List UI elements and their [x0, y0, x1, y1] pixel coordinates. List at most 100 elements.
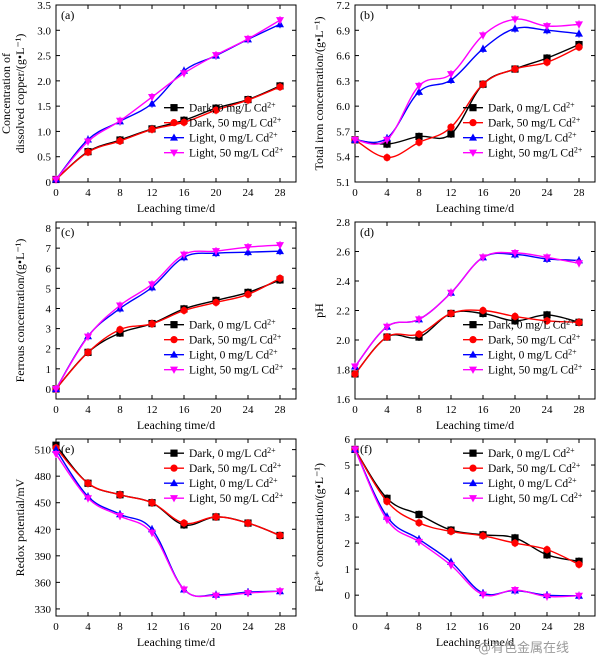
legend-entry: Dark, 50 mg/L Cd2+: [189, 461, 282, 476]
y-tick-label: 1: [345, 564, 351, 576]
legend-marker: [170, 321, 178, 329]
data-point: [415, 138, 423, 146]
data-point: [276, 83, 284, 91]
x-tick-label: 8: [117, 621, 123, 633]
x-tick-label: 0: [53, 187, 59, 199]
panel-label: (b): [360, 8, 374, 22]
data-point: [479, 591, 487, 599]
legend-marker: [170, 478, 178, 487]
legend-entry: Dark, 50 mg/L Cd2+: [189, 115, 282, 130]
data-point: [84, 138, 92, 146]
legend-marker: [170, 104, 178, 112]
x-tick-label: 24: [542, 187, 554, 199]
data-point: [575, 560, 583, 569]
x-tick-label: 4: [85, 404, 91, 416]
plot-frame: [354, 438, 596, 617]
data-point: [244, 96, 252, 104]
legend-entry: Light, 50 mg/L Cd2+: [189, 491, 284, 506]
data-point: [276, 246, 284, 255]
legend-marker: [170, 149, 178, 157]
y-tick-label: 5: [46, 283, 52, 295]
legend-entry: Dark, 50 mg/L Cd2+: [488, 461, 581, 476]
y-axis-label: dissolved copper/(g•L⁻¹): [13, 34, 27, 154]
data-point: [180, 251, 188, 259]
data-point: [276, 274, 284, 282]
legend-entry: Dark, 0 mg/L Cd2+: [488, 100, 575, 115]
data-point: [383, 516, 391, 524]
data-point: [52, 451, 60, 459]
data-point: [479, 532, 487, 540]
y-tick-label: 1.0: [37, 126, 51, 138]
y-axis-label: Total iron concentration/(g•L⁻¹): [312, 17, 326, 171]
series-line: [55, 244, 281, 390]
legend-entry: Light, 0 mg/L Cd2+: [488, 130, 577, 145]
data-point: [543, 546, 551, 554]
x-tick-label: 28: [574, 187, 586, 199]
data-point: [276, 588, 284, 596]
data-point: [415, 330, 423, 338]
panel-label: (e): [61, 442, 74, 456]
legend-entry: Light, 50 mg/L Cd2+: [189, 145, 284, 160]
data-point: [543, 593, 551, 601]
data-point: [148, 99, 156, 107]
y-tick-label: 2.5: [37, 51, 51, 63]
data-point: [351, 446, 359, 454]
chart-panels: 0 4 8 12 16 20 24 2800.51.01.52.02.53.03.5Leach…: [0, 0, 596, 649]
data-point: [116, 117, 124, 126]
y-tick-label: 3: [345, 512, 351, 524]
x-tick-label: 28: [275, 621, 287, 633]
legend-marker: [469, 336, 477, 344]
y-tick-label: 5.1: [336, 177, 350, 189]
y-tick-label: 3.0: [37, 25, 51, 37]
x-tick-label: 8: [117, 404, 123, 416]
x-tick-label: 20: [510, 621, 522, 633]
y-tick-label: 480: [35, 471, 52, 483]
watermark-text: @有色金属在线: [478, 640, 569, 656]
x-tick-label: 24: [542, 404, 554, 416]
data-point: [447, 123, 455, 131]
x-tick-label: 20: [510, 404, 522, 416]
x-tick-label: 16: [179, 621, 191, 633]
x-tick-label: 20: [211, 187, 223, 199]
y-tick-label: 0: [345, 590, 351, 602]
y-tick-label: 0: [46, 384, 52, 396]
data-point: [383, 333, 391, 341]
data-point: [116, 137, 124, 145]
panel-label: (a): [61, 8, 74, 22]
legend-marker: [469, 478, 477, 487]
x-axis-label: Leaching time/d: [436, 201, 514, 215]
data-point: [351, 363, 359, 371]
data-point: [52, 385, 60, 394]
data-point: [180, 306, 188, 315]
x-tick-label: 0: [352, 404, 358, 416]
x-tick-label: 24: [243, 187, 255, 199]
y-tick-label: 2.2: [336, 306, 350, 318]
y-axis-label: Concentration of: [0, 53, 13, 134]
y-tick-label: 0.5: [37, 152, 51, 164]
plot-frame: [354, 4, 596, 183]
data-point: [511, 312, 519, 320]
data-point: [383, 153, 391, 162]
data-point: [244, 247, 252, 256]
data-point: [415, 87, 423, 95]
x-tick-label: 0: [352, 621, 358, 633]
data-point: [543, 551, 551, 559]
data-point: [415, 538, 423, 547]
x-tick-label: 28: [574, 621, 586, 633]
data-point: [148, 320, 156, 328]
x-tick-label: 4: [384, 187, 390, 199]
y-tick-label: 4: [46, 303, 52, 315]
data-point: [575, 318, 583, 326]
y-tick-label: 2.4: [336, 276, 350, 288]
legend-marker: [469, 149, 477, 157]
y-tick-label: 390: [35, 551, 52, 563]
legend-entry: Light, 50 mg/L Cd2+: [488, 491, 583, 506]
x-tick-label: 28: [574, 404, 586, 416]
legend-marker: [170, 350, 178, 358]
legend-entry: Light, 0 mg/L Cd2+: [189, 130, 278, 145]
legend-marker: [170, 133, 178, 141]
data-point: [212, 248, 220, 256]
x-tick-label: 24: [542, 621, 554, 633]
